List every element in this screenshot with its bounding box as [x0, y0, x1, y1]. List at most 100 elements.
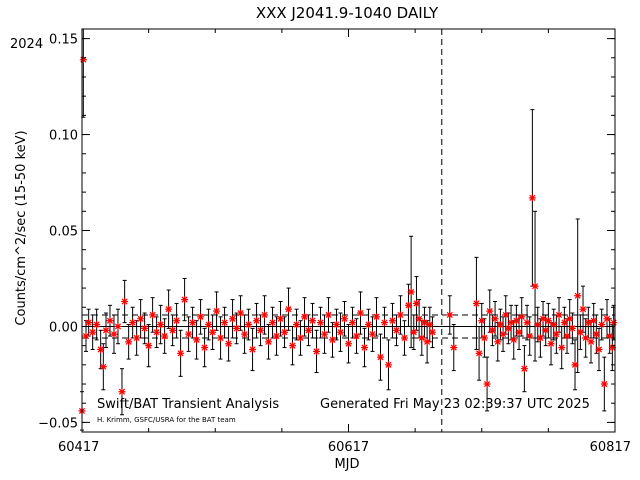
data-point-stroke — [209, 329, 216, 336]
data-point-stroke — [269, 319, 276, 326]
data-point-stroke — [93, 321, 100, 328]
data-point — [82, 332, 90, 340]
data-point — [450, 344, 458, 352]
data-point-stroke — [85, 319, 92, 326]
data-point-stroke — [450, 344, 457, 351]
data-point — [531, 282, 539, 290]
data-point-stroke — [494, 338, 501, 345]
data-point-stroke — [265, 338, 272, 345]
data-point — [317, 319, 325, 327]
data-point — [265, 338, 273, 346]
data-point-stroke — [593, 331, 600, 338]
data-point-stroke — [229, 315, 236, 322]
data-point-stroke — [289, 342, 296, 349]
data-point — [193, 336, 201, 344]
data-point — [348, 319, 356, 327]
data-point — [428, 328, 436, 336]
data-point-stroke — [249, 346, 256, 353]
data-point — [598, 321, 606, 329]
data-point — [415, 315, 423, 323]
data-point-stroke — [377, 354, 384, 361]
data-point — [173, 317, 181, 325]
data-point — [380, 319, 388, 327]
y-tick-label: 0.00 — [49, 320, 78, 335]
data-point — [407, 288, 415, 296]
data-point — [483, 380, 491, 388]
data-point — [110, 330, 118, 338]
data-point-stroke — [345, 340, 352, 347]
data-point — [542, 326, 550, 334]
data-point-stroke — [510, 336, 517, 343]
data-point-stroke — [297, 334, 304, 342]
data-point — [305, 326, 313, 334]
data-point-stroke — [516, 329, 523, 336]
data-point-stroke — [89, 329, 96, 336]
data-point-stroke — [365, 321, 372, 328]
data-point-stroke — [221, 319, 228, 326]
data-point — [241, 330, 249, 338]
data-markers — [78, 56, 618, 415]
data-point-stroke — [325, 311, 332, 318]
data-point — [157, 321, 165, 329]
data-point — [229, 315, 237, 323]
data-point-stroke — [545, 317, 552, 324]
footer-credit-text: H. Krimm, GSFC/USRA for the BAT team — [97, 416, 236, 424]
data-point — [97, 345, 105, 353]
data-point-stroke — [518, 313, 525, 320]
data-point-stroke — [173, 317, 180, 324]
data-point-stroke — [118, 388, 126, 395]
data-point-stroke — [585, 319, 592, 326]
data-point — [418, 334, 426, 342]
data-point — [582, 334, 590, 342]
data-point-stroke — [476, 350, 483, 357]
data-point-stroke — [397, 311, 404, 318]
data-point — [145, 342, 153, 350]
data-point-stroke — [245, 321, 252, 328]
data-point — [475, 349, 483, 357]
data-point — [423, 338, 431, 346]
data-point-stroke — [569, 325, 576, 332]
data-point-stroke — [537, 334, 544, 342]
data-point-stroke — [197, 313, 204, 320]
data-point-stroke — [381, 319, 388, 326]
data-point-stroke — [153, 329, 160, 336]
y-tick-label: 0.10 — [49, 129, 78, 144]
data-point — [89, 328, 97, 336]
data-point — [213, 307, 221, 315]
data-point-stroke — [508, 319, 515, 326]
data-point-stroke — [217, 334, 224, 342]
data-point-stroke — [309, 317, 316, 324]
data-point — [410, 328, 418, 336]
data-point — [301, 313, 309, 321]
data-point — [528, 194, 536, 202]
data-point — [114, 322, 122, 330]
data-point — [518, 313, 526, 321]
data-point-stroke — [237, 309, 244, 317]
data-point — [221, 319, 229, 327]
data-point — [79, 56, 87, 64]
x-tick-label: 60617 — [328, 440, 369, 455]
data-point — [165, 305, 173, 313]
data-point-stroke — [369, 331, 376, 338]
data-point-stroke — [181, 296, 188, 303]
data-point — [488, 326, 496, 334]
y-tick-label: −0.05 — [38, 416, 78, 431]
data-point — [574, 292, 582, 300]
data-point — [360, 344, 368, 352]
data-point-stroke — [563, 332, 571, 340]
data-point — [345, 340, 352, 348]
data-point-stroke — [177, 350, 184, 357]
data-point — [102, 326, 110, 334]
data-point-stroke — [555, 311, 563, 318]
data-point — [118, 388, 126, 396]
data-point — [600, 380, 608, 388]
data-point — [384, 361, 392, 369]
data-point — [153, 328, 161, 336]
data-point — [496, 321, 504, 329]
data-point — [177, 349, 185, 357]
data-point — [388, 317, 396, 325]
data-point — [277, 315, 285, 323]
data-point — [285, 305, 293, 313]
data-point-stroke — [353, 332, 360, 340]
